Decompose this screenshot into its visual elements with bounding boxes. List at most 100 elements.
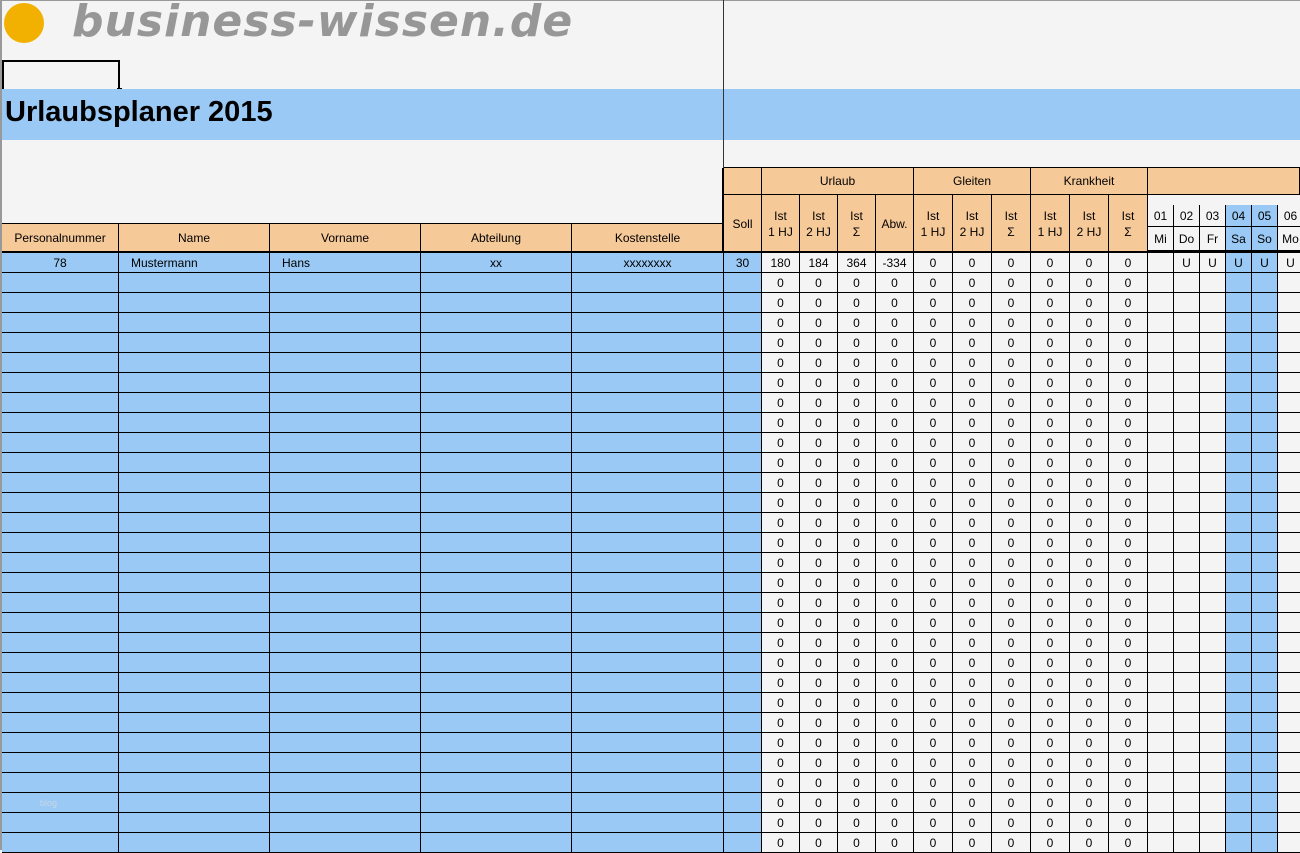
cell-vorname[interactable] xyxy=(270,473,421,493)
cell-personalnummer[interactable] xyxy=(2,753,119,773)
cell-value[interactable]: 0 xyxy=(838,573,876,593)
cell-vorname[interactable] xyxy=(270,653,421,673)
cell-value[interactable]: 0 xyxy=(914,313,953,333)
cell-value[interactable]: 0 xyxy=(1070,713,1109,733)
cell-day[interactable] xyxy=(1252,813,1278,833)
cell-vorname[interactable] xyxy=(270,573,421,593)
selected-cell[interactable] xyxy=(2,60,122,93)
cell-value[interactable]: 0 xyxy=(762,313,800,333)
cell-vorname[interactable] xyxy=(270,313,421,333)
cell-value[interactable]: 0 xyxy=(876,713,914,733)
cell-value[interactable]: 0 xyxy=(1109,833,1148,853)
cell-value[interactable]: 0 xyxy=(1031,793,1070,813)
cell-abteilung[interactable] xyxy=(421,453,572,473)
cell-kostenstelle[interactable] xyxy=(572,453,724,473)
cell-value[interactable]: 0 xyxy=(914,753,953,773)
cell-abteilung[interactable] xyxy=(421,493,572,513)
cell-value[interactable]: 0 xyxy=(876,273,914,293)
cell-day[interactable] xyxy=(1200,673,1226,693)
cell-day[interactable] xyxy=(1278,593,1300,613)
cell-value[interactable]: 0 xyxy=(800,833,838,853)
cell-value[interactable]: 0 xyxy=(762,453,800,473)
cell-value[interactable]: 0 xyxy=(838,773,876,793)
cell-value[interactable]: 0 xyxy=(953,353,992,373)
cell-value[interactable]: 0 xyxy=(992,813,1031,833)
cell-value[interactable]: 0 xyxy=(1109,633,1148,653)
cell-day[interactable] xyxy=(1252,733,1278,753)
cell-personalnummer[interactable] xyxy=(2,433,119,453)
cell-day[interactable] xyxy=(1278,353,1300,373)
cell-value[interactable]: 0 xyxy=(953,273,992,293)
cell-name[interactable] xyxy=(119,313,270,333)
cell-value[interactable]: 0 xyxy=(1070,373,1109,393)
cell-day[interactable] xyxy=(1148,393,1174,413)
cell-value[interactable]: 0 xyxy=(1031,633,1070,653)
cell-value[interactable]: 0 xyxy=(838,513,876,533)
cell-value[interactable]: 0 xyxy=(762,773,800,793)
cell-day[interactable] xyxy=(1148,673,1174,693)
cell-day[interactable] xyxy=(1226,493,1252,513)
cell-value[interactable]: 0 xyxy=(953,573,992,593)
cell-value[interactable]: 0 xyxy=(1109,653,1148,673)
cell-value[interactable]: 0 xyxy=(1031,593,1070,613)
cell-day[interactable] xyxy=(1200,653,1226,673)
cell-value[interactable]: 0 xyxy=(762,713,800,733)
cell-value[interactable]: 0 xyxy=(1109,593,1148,613)
cell-value[interactable]: 0 xyxy=(838,733,876,753)
cell-personalnummer[interactable] xyxy=(2,373,119,393)
cell-day[interactable] xyxy=(1278,393,1300,413)
cell-value[interactable]: 0 xyxy=(876,793,914,813)
cell-value[interactable]: 0 xyxy=(800,773,838,793)
cell-day[interactable] xyxy=(1200,773,1226,793)
cell-value[interactable]: 0 xyxy=(1070,313,1109,333)
cell-vorname[interactable] xyxy=(270,813,421,833)
cell-value[interactable]: 0 xyxy=(1109,413,1148,433)
cell-day[interactable] xyxy=(1278,433,1300,453)
cell-soll[interactable] xyxy=(724,693,762,713)
cell-value[interactable]: 0 xyxy=(1031,813,1070,833)
cell-value[interactable]: 0 xyxy=(1109,253,1148,273)
cell-soll[interactable] xyxy=(724,573,762,593)
cell-value[interactable]: 0 xyxy=(1070,833,1109,853)
cell-value[interactable]: 0 xyxy=(914,713,953,733)
cell-value[interactable]: 0 xyxy=(762,433,800,453)
cell-value[interactable]: 0 xyxy=(1109,373,1148,393)
cell-value[interactable]: 0 xyxy=(1031,413,1070,433)
cell-soll[interactable] xyxy=(724,533,762,553)
cell-value[interactable]: 0 xyxy=(953,813,992,833)
cell-soll[interactable] xyxy=(724,633,762,653)
cell-kostenstelle[interactable] xyxy=(572,433,724,453)
cell-value[interactable]: 0 xyxy=(914,273,953,293)
cell-value[interactable]: 0 xyxy=(1109,333,1148,353)
cell-day[interactable] xyxy=(1278,673,1300,693)
cell-vorname[interactable] xyxy=(270,453,421,473)
cell-day[interactable] xyxy=(1252,533,1278,553)
cell-day[interactable] xyxy=(1278,573,1300,593)
cell-value[interactable]: 0 xyxy=(800,353,838,373)
cell-day[interactable] xyxy=(1278,373,1300,393)
cell-day[interactable] xyxy=(1278,513,1300,533)
cell-value[interactable]: 0 xyxy=(838,633,876,653)
cell-value[interactable]: 0 xyxy=(800,693,838,713)
cell-value[interactable]: 0 xyxy=(800,453,838,473)
cell-value[interactable]: 0 xyxy=(762,513,800,533)
cell-name[interactable] xyxy=(119,573,270,593)
cell-name[interactable] xyxy=(119,553,270,573)
cell-day[interactable] xyxy=(1200,293,1226,313)
cell-day[interactable] xyxy=(1278,633,1300,653)
cell-day[interactable] xyxy=(1252,493,1278,513)
cell-day[interactable] xyxy=(1174,673,1200,693)
cell-day[interactable] xyxy=(1252,273,1278,293)
cell-day[interactable] xyxy=(1252,673,1278,693)
cell-vorname[interactable] xyxy=(270,513,421,533)
cell-abteilung[interactable] xyxy=(421,713,572,733)
cell-value[interactable]: 0 xyxy=(914,513,953,533)
cell-soll[interactable] xyxy=(724,313,762,333)
cell-abteilung[interactable] xyxy=(421,813,572,833)
cell-value[interactable]: 0 xyxy=(838,453,876,473)
cell-value[interactable]: 0 xyxy=(838,293,876,313)
cell-value[interactable]: 0 xyxy=(838,373,876,393)
cell-name[interactable] xyxy=(119,353,270,373)
cell-value[interactable]: 0 xyxy=(914,613,953,633)
cell-value[interactable]: 0 xyxy=(1109,273,1148,293)
